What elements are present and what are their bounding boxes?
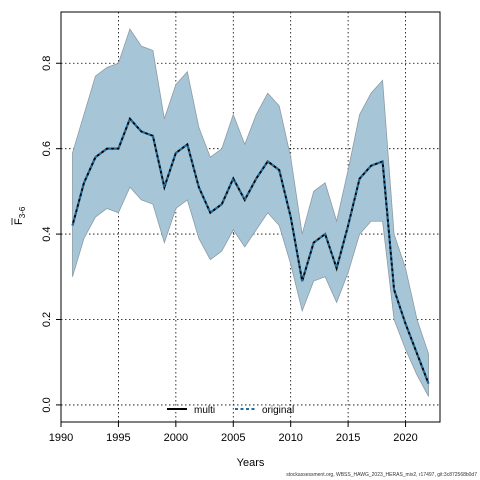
y-tick-label: 0.6: [41, 141, 53, 156]
x-tick-label: 1995: [106, 432, 130, 444]
series-lines: [71, 116, 430, 384]
x-tick-label: 1990: [49, 432, 73, 444]
band-area: [72, 28, 429, 397]
x-axis-title: Years: [237, 457, 265, 469]
y-tick-label: 0.4: [41, 226, 53, 241]
series-line-original: [71, 116, 430, 384]
y-axis-title-text: F3-6: [13, 206, 27, 225]
x-tick-label: 2020: [393, 432, 417, 444]
plot-frame: [60, 11, 441, 423]
x-axis: 1990 1995 2000 2005 2010 2015 2020: [49, 422, 418, 444]
x-tick-label: 2005: [221, 432, 245, 444]
y-tick-label: 0.2: [41, 312, 53, 327]
x-tick-label: 2000: [164, 432, 188, 444]
x-tick-label: 2015: [336, 432, 360, 444]
y-axis-title: F3-6: [11, 206, 27, 225]
legend: multi original: [167, 405, 294, 416]
x-tick-label: 2010: [278, 432, 302, 444]
legend-label-original: original: [262, 405, 294, 416]
y-tick-label: 0.8: [41, 56, 53, 71]
y-tick-label: 0.0: [41, 397, 53, 412]
footer-credit: stockassessment.org, WBSS_HAWG_2023_HERA…: [286, 472, 477, 478]
y-axis: 0.0 0.2 0.4 0.6 0.8: [41, 56, 61, 413]
confidence-band: [72, 28, 429, 397]
legend-label-multi: multi: [194, 405, 215, 416]
